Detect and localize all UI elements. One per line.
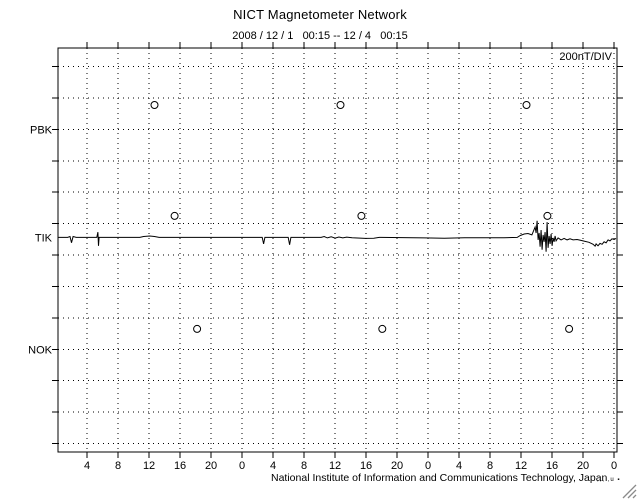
station-label-nok: NOK [28,344,53,356]
x-tick-label: 4 [84,460,90,472]
x-tick-label: 12 [515,460,527,472]
scale-per-div-label: 200nT/DIV [559,51,612,63]
x-tick-label: 20 [577,460,589,472]
day-marker-circle-tik [543,211,552,220]
day-marker-circle-nok [193,324,202,333]
day-marker-circle-nok [565,324,574,333]
x-tick-label: 20 [205,460,217,472]
day-marker-circle-pbk [336,101,345,109]
x-tick-label: 16 [174,460,186,472]
date-range-subtitle: 2008 / 12 / 1 00:15 -- 12 / 4 00:15 [232,30,408,42]
x-tick-label: 12 [143,460,155,472]
station-label-tik: TIK [35,232,53,244]
x-tick-label: 20 [391,460,403,472]
x-tick-label: 12 [329,460,341,472]
day-marker-circle-tik [170,211,179,220]
day-marker-circle-pbk [522,101,531,109]
station-label-pbk: PBK [30,124,53,136]
x-tick-label: 0 [425,460,431,472]
plot-border [57,47,618,453]
page-title: NICT Magnetometer Network [233,7,407,22]
x-tick-label: 4 [270,460,276,472]
day-marker-circle-pbk [150,101,159,109]
x-tick-label: 8 [301,460,307,472]
day-marker-circle-tik [357,211,366,220]
x-tick-label: 16 [546,460,558,472]
x-tick-label: 0 [611,460,617,472]
credit-text: National Institute of Information and Co… [271,472,608,484]
trace-tik [58,220,617,252]
x-tick-label: 8 [487,460,493,472]
x-tick-label: 0 [239,460,245,472]
fine-print: ,,, ,u ▪ [597,477,621,483]
resize-grip-icon[interactable] [620,484,638,499]
x-tick-label: 4 [456,460,462,472]
x-tick-label: 8 [115,460,121,472]
day-marker-circle-nok [378,324,387,333]
x-tick-label: 16 [360,460,372,472]
